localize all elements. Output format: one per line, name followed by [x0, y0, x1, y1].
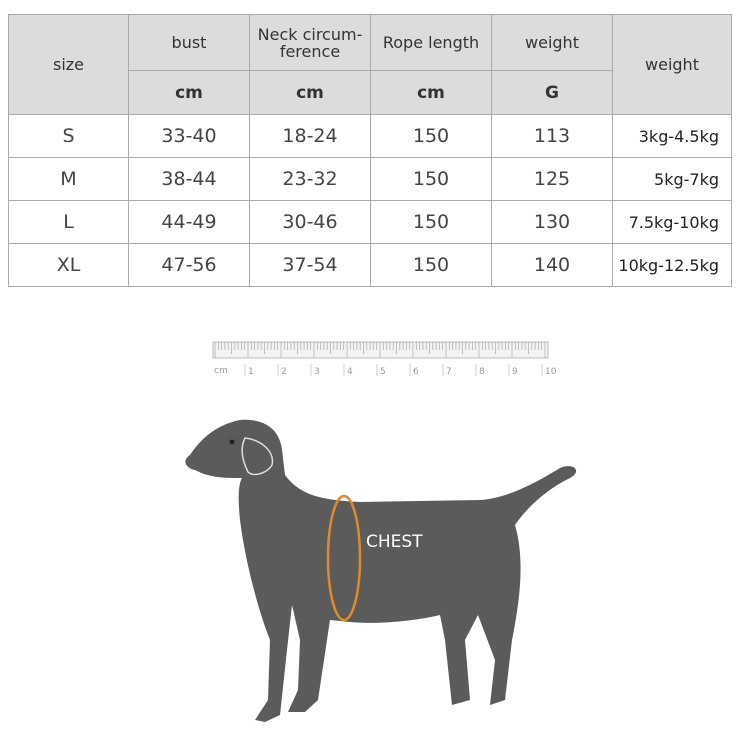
chest-label: CHEST — [366, 532, 423, 552]
table-row: L 44-49 30-46 150 130 7.5kg-10kg — [8, 200, 732, 244]
unit-cell: cm — [249, 70, 371, 115]
table-cell: 18-24 — [249, 114, 371, 158]
ruler: cm 1 2 3 4 5 6 7 8 9 10 — [212, 341, 557, 377]
diagram: cm 1 2 3 4 5 6 7 8 9 10 CHEST — [185, 341, 577, 722]
table-row: cm cm cm G — [9, 70, 732, 115]
ruler-label: 2 — [281, 367, 287, 377]
dog-ear — [241, 437, 274, 476]
table-row: size bust Neck circum- ference Rope length w… — [8, 14, 732, 115]
header-cell: Neck circum- ference — [249, 14, 371, 71]
size-table: size bust Neck circum- ference Rope length w… — [8, 14, 732, 287]
table-cell: 3kg-4.5kg — [612, 114, 732, 158]
header-cell: weight — [491, 14, 613, 71]
table-cell: 30-46 — [249, 200, 371, 244]
header-cell: bust — [128, 14, 250, 71]
unit-cell: G — [491, 70, 613, 115]
table-cell: M — [8, 157, 129, 201]
table-cell: 23-32 — [249, 157, 371, 201]
ruler-label: 9 — [512, 367, 518, 377]
table-cell: 33-40 — [128, 114, 250, 158]
dog-eye — [229, 439, 235, 445]
table-row: S 33-40 18-24 150 113 3kg-4.5kg — [8, 114, 732, 158]
table-cell: XL — [8, 243, 129, 287]
ruler-body — [212, 341, 549, 359]
ruler-label: 1 — [248, 367, 254, 377]
table-cell: 150 — [370, 114, 492, 158]
ruler-label: 6 — [413, 367, 419, 377]
table-cell: 125 — [491, 157, 613, 201]
table-cell: 10kg-12.5kg — [612, 243, 732, 287]
table-cell: 44-49 — [128, 200, 250, 244]
table-row: XL 47-56 37-54 150 140 10kg-12.5kg — [8, 243, 732, 287]
header-cell: weight — [612, 14, 732, 115]
ruler-label: 7 — [446, 367, 452, 377]
header-cell: size — [8, 14, 129, 115]
dog-silhouette — [185, 419, 577, 722]
table-cell: 150 — [370, 200, 492, 244]
table-cell: S — [8, 114, 129, 158]
table-cell: L — [8, 200, 129, 244]
table-row: M 38-44 23-32 150 125 5kg-7kg — [8, 157, 732, 201]
header-cell: Rope length — [370, 14, 492, 71]
unit-cell: cm — [128, 70, 250, 115]
ruler-label: 4 — [347, 367, 353, 377]
table-cell: 150 — [370, 157, 492, 201]
table-cell: 130 — [491, 200, 613, 244]
table-cell: 113 — [491, 114, 613, 158]
table-cell: 37-54 — [249, 243, 371, 287]
table-cell: 140 — [491, 243, 613, 287]
chest-measure — [326, 494, 362, 622]
ruler-label: 10 — [545, 367, 557, 377]
table-cell: 7.5kg-10kg — [612, 200, 732, 244]
table-cell: 5kg-7kg — [612, 157, 732, 201]
ruler-label: 8 — [479, 367, 485, 377]
table-cell: 150 — [370, 243, 492, 287]
table-cell: 38-44 — [128, 157, 250, 201]
ruler-label: 5 — [380, 367, 386, 377]
ruler-unit: cm — [214, 366, 228, 376]
unit-cell: cm — [370, 70, 492, 115]
ruler-label: 3 — [314, 367, 320, 377]
table-cell: 47-56 — [128, 243, 250, 287]
